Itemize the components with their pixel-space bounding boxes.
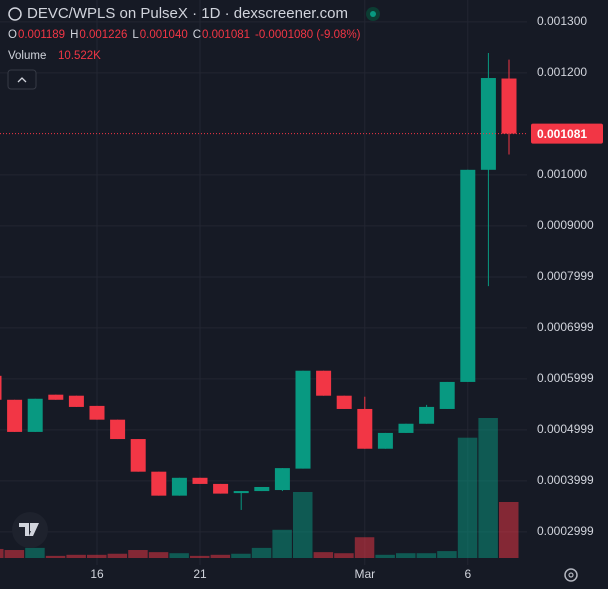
candle-body [7,399,23,432]
y-tick-label: 0.0002999 [537,524,594,538]
candle-body [151,471,167,496]
axes: 0.001300 0.001200 0.001000 0.0009000 0.00079… [0,14,603,581]
volume-bar [0,548,4,558]
settings-icon[interactable] [564,568,578,582]
volume-bar [313,552,334,558]
volume-bar [354,537,375,558]
ohlc-value: 0.001081 [202,29,250,41]
last-price-tag [531,123,603,144]
candle-body [439,381,455,409]
volume-key: Volume [8,50,46,62]
title: DEVC/WPLS on PulseX · 1D · dexscreener.c… [27,5,348,22]
volume-bar [128,550,148,558]
y-tick-label: 0.0003999 [537,473,594,487]
ohlc-value: 0.001189 [18,29,65,41]
volume-bar [251,547,272,558]
volume-bar [416,553,437,558]
chevron [17,77,27,83]
candle-body [336,395,352,409]
candle-body [316,370,332,396]
status-dot [370,11,376,17]
candle-body [27,398,43,432]
ohlc-key: H [70,29,78,41]
candle-body [0,375,2,400]
last-price-label: 0.001081 [537,127,587,141]
candle-body [398,423,414,433]
candle-body [213,483,229,494]
volume-bar [231,553,251,558]
candle-body [89,405,105,420]
ohlc-key: C [193,29,201,41]
candle-body [460,169,476,382]
y-tick-label: 0.001300 [537,14,587,28]
volume-bar [66,554,86,558]
volume-bar [457,437,478,558]
candle-body [130,439,146,472]
candle-body [233,491,249,494]
x-tick-label: Mar [354,567,375,581]
volume-bar [25,547,45,558]
volume-bar [45,555,66,558]
volume-bar [4,550,25,558]
y-tick-label: 0.0009000 [537,218,594,232]
gear[interactable] [564,568,578,582]
volume-bar [210,554,231,558]
candle-body [110,419,126,440]
volume-bar [396,553,416,558]
volume-bar [169,553,189,558]
candle-body [274,468,290,491]
ohlc-value: 0.001226 [79,29,127,41]
gear-hub [568,572,574,578]
candle-body [254,486,270,492]
candle-body [480,78,496,170]
tv-logo[interactable] [12,512,48,548]
ohlc-key: O [8,29,17,41]
change: -0.0001080 (-9.08%) [255,29,361,41]
y-tick-label: 0.0006999 [537,320,594,334]
y-tick-label: 0.001000 [537,167,587,181]
volume-value: 10.522K [58,50,101,62]
x-tick-label: 16 [90,567,104,581]
candle-body [68,395,84,407]
volume-bar [334,553,354,558]
volume-bar [190,555,210,558]
y-tick-label: 0.0007999 [537,269,594,283]
volume-bar [293,491,313,558]
ohlc-key: L [132,29,139,41]
logo-mark [19,523,39,536]
header: DEVC/WPLS on PulseX · 1D · dexscreener.c… [8,5,380,22]
y-tick-label: 0.0005999 [537,371,594,385]
candle-body [357,408,373,449]
volume-bar [107,553,128,558]
x-tick-label: 6 [464,567,471,581]
volume-bar [375,554,395,558]
candle-body [419,406,435,424]
x-tick-label: 21 [193,567,207,581]
candle-body [171,477,187,496]
candle-body [377,432,393,449]
ohlc-value: 0.001040 [140,29,188,41]
collapse-button[interactable] [7,69,37,90]
candle-body [48,394,64,400]
y-tick-label: 0.001200 [537,65,587,79]
button-box[interactable] [7,69,37,90]
symbol-icon [8,7,22,21]
volume-bar [272,529,292,558]
volume-bar [87,554,107,558]
volume-layer [0,418,519,558]
candle-layer [0,53,517,510]
volume-bar [437,551,457,558]
y-tick-label: 0.0004999 [537,422,594,436]
candle-body [501,78,517,134]
ohlc-line: O 0.001189 H 0.001226 L 0.001040 C 0.001081 -0.0… [8,29,361,41]
candle-body [295,370,311,469]
volume-bar [478,418,498,558]
volume-bar [499,501,519,558]
candle-body [192,477,208,484]
volume-bar [148,552,169,558]
volume-line: Volume 10.522K [8,50,101,62]
